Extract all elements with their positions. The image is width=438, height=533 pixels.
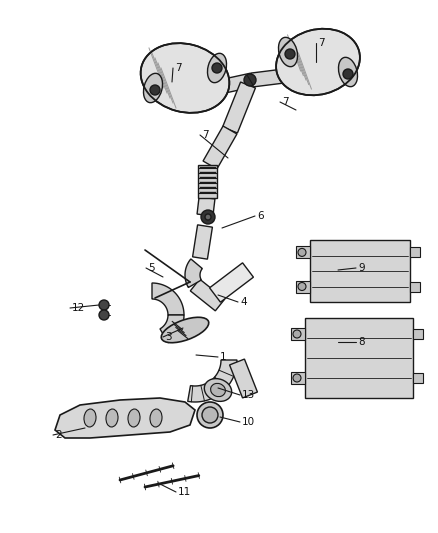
- Text: 13: 13: [242, 390, 255, 400]
- Circle shape: [212, 63, 222, 73]
- Circle shape: [293, 330, 301, 338]
- Text: 6: 6: [257, 211, 264, 221]
- Circle shape: [285, 49, 295, 59]
- Polygon shape: [310, 240, 410, 302]
- Polygon shape: [160, 315, 184, 343]
- Circle shape: [298, 248, 306, 256]
- Text: 10: 10: [242, 417, 255, 427]
- Ellipse shape: [279, 37, 297, 67]
- Polygon shape: [413, 329, 423, 339]
- Polygon shape: [296, 280, 310, 293]
- Text: 4: 4: [240, 297, 247, 307]
- Ellipse shape: [84, 409, 96, 427]
- Polygon shape: [410, 247, 420, 257]
- Polygon shape: [152, 283, 184, 315]
- Ellipse shape: [144, 74, 162, 103]
- Circle shape: [343, 69, 353, 79]
- Polygon shape: [203, 126, 237, 169]
- Ellipse shape: [197, 402, 223, 428]
- Polygon shape: [193, 225, 212, 259]
- Circle shape: [293, 374, 301, 382]
- Polygon shape: [291, 328, 305, 340]
- Ellipse shape: [202, 407, 218, 423]
- Ellipse shape: [106, 409, 118, 427]
- Ellipse shape: [204, 378, 232, 401]
- Ellipse shape: [276, 29, 360, 95]
- Polygon shape: [219, 73, 254, 94]
- Ellipse shape: [339, 58, 357, 87]
- Text: 7: 7: [202, 130, 208, 140]
- Text: 7: 7: [175, 63, 182, 73]
- Polygon shape: [191, 279, 225, 311]
- Circle shape: [99, 310, 109, 320]
- Text: 12: 12: [72, 303, 85, 313]
- Text: 7: 7: [282, 97, 289, 107]
- Polygon shape: [291, 372, 305, 384]
- Text: 11: 11: [178, 487, 191, 497]
- Polygon shape: [223, 82, 255, 133]
- Circle shape: [99, 300, 109, 310]
- Text: 3: 3: [165, 332, 172, 342]
- Ellipse shape: [208, 53, 226, 83]
- Ellipse shape: [161, 317, 209, 343]
- Circle shape: [201, 210, 215, 224]
- Polygon shape: [296, 246, 310, 259]
- Ellipse shape: [128, 409, 140, 427]
- Text: 5: 5: [148, 263, 155, 273]
- Text: 2: 2: [55, 430, 62, 440]
- Circle shape: [205, 214, 211, 220]
- Polygon shape: [410, 281, 420, 292]
- Ellipse shape: [211, 383, 226, 397]
- Circle shape: [298, 282, 306, 290]
- Polygon shape: [305, 318, 413, 398]
- Polygon shape: [55, 398, 195, 438]
- Polygon shape: [188, 360, 237, 402]
- Polygon shape: [198, 165, 217, 198]
- Ellipse shape: [141, 43, 230, 113]
- Polygon shape: [197, 197, 215, 216]
- Polygon shape: [230, 359, 258, 398]
- Polygon shape: [209, 263, 254, 302]
- Circle shape: [150, 85, 160, 95]
- Text: 8: 8: [358, 337, 364, 347]
- Text: 7: 7: [318, 38, 325, 48]
- Text: 1: 1: [220, 352, 226, 362]
- Polygon shape: [185, 259, 202, 287]
- Text: 9: 9: [358, 263, 364, 273]
- Polygon shape: [413, 373, 423, 383]
- Circle shape: [244, 74, 256, 86]
- Ellipse shape: [150, 409, 162, 427]
- Polygon shape: [251, 68, 293, 87]
